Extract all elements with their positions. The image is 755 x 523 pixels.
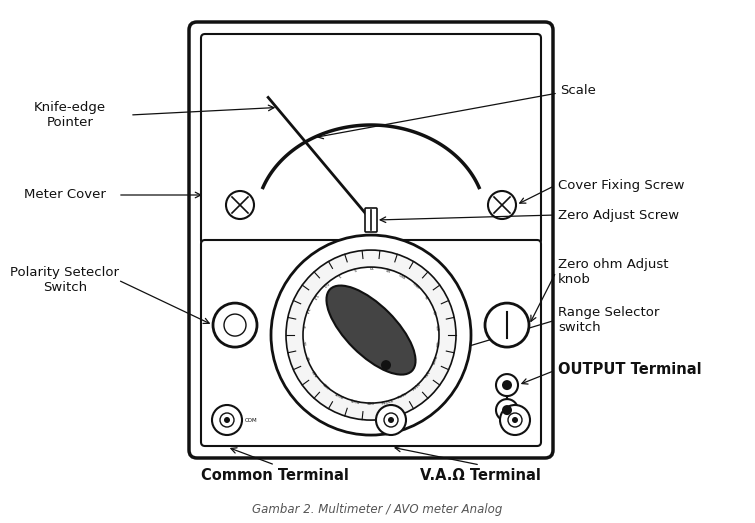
Text: 100: 100 xyxy=(399,270,408,278)
Circle shape xyxy=(213,303,257,347)
Text: 1: 1 xyxy=(337,271,341,276)
Circle shape xyxy=(303,267,439,403)
Text: Knife-edge
Pointer: Knife-edge Pointer xyxy=(34,101,106,129)
Text: 12: 12 xyxy=(300,340,305,346)
Circle shape xyxy=(508,413,522,427)
Circle shape xyxy=(376,405,406,435)
Text: 0.1: 0.1 xyxy=(322,280,329,287)
Circle shape xyxy=(286,250,456,420)
Text: Range Selector
switch: Range Selector switch xyxy=(558,306,659,334)
Text: Rx1: Rx1 xyxy=(424,370,432,379)
Text: OUTPUT Terminal: OUTPUT Terminal xyxy=(558,362,701,378)
Text: Polarity Seteclor
Switch: Polarity Seteclor Switch xyxy=(11,266,119,294)
Circle shape xyxy=(485,303,529,347)
Text: 6: 6 xyxy=(300,325,305,328)
Circle shape xyxy=(384,413,398,427)
Circle shape xyxy=(502,405,512,415)
Text: 100k: 100k xyxy=(432,354,439,365)
Text: Scale: Scale xyxy=(560,84,596,97)
Circle shape xyxy=(220,413,234,427)
Circle shape xyxy=(496,374,518,396)
Circle shape xyxy=(271,235,471,435)
Text: 1k: 1k xyxy=(425,293,431,299)
Ellipse shape xyxy=(326,286,415,374)
Circle shape xyxy=(224,417,230,423)
Text: Meter Cover: Meter Cover xyxy=(24,188,106,201)
Circle shape xyxy=(500,405,530,435)
Text: 30: 30 xyxy=(304,356,310,363)
Text: Cover Fixing Screw: Cover Fixing Screw xyxy=(558,178,685,191)
Text: 50: 50 xyxy=(384,266,390,271)
Circle shape xyxy=(496,399,518,421)
Text: Zero ohm Adjust
knob: Zero ohm Adjust knob xyxy=(558,258,668,286)
Text: COM: COM xyxy=(245,417,257,423)
FancyBboxPatch shape xyxy=(201,240,541,446)
FancyBboxPatch shape xyxy=(365,208,377,232)
Text: 1200: 1200 xyxy=(334,392,344,401)
Text: 10k: 10k xyxy=(437,323,442,331)
Text: Rx1k: Rx1k xyxy=(398,392,408,400)
Text: Rx10: Rx10 xyxy=(411,382,422,392)
Text: 300: 300 xyxy=(321,383,329,391)
Text: 300: 300 xyxy=(367,402,375,406)
FancyBboxPatch shape xyxy=(201,34,541,244)
Text: Rx10k: Rx10k xyxy=(381,399,394,405)
Text: 1200: 1200 xyxy=(349,399,360,405)
Circle shape xyxy=(212,405,242,435)
Text: 60V: 60V xyxy=(310,370,318,379)
Circle shape xyxy=(502,380,512,390)
Text: Gambar 2. Multimeter / AVO meter Analog: Gambar 2. Multimeter / AVO meter Analog xyxy=(252,504,502,517)
Text: 500: 500 xyxy=(412,279,421,288)
Text: 2.4: 2.4 xyxy=(304,307,310,314)
Text: 50k: 50k xyxy=(437,339,442,347)
Text: Zero Adjust Screw: Zero Adjust Screw xyxy=(558,209,680,222)
Circle shape xyxy=(388,417,394,423)
Text: 5k: 5k xyxy=(433,308,438,314)
Circle shape xyxy=(512,417,518,423)
Text: 1.2: 1.2 xyxy=(311,292,318,300)
FancyBboxPatch shape xyxy=(189,22,553,458)
Text: 10: 10 xyxy=(368,264,374,268)
Text: Common Terminal: Common Terminal xyxy=(201,468,349,483)
Text: 5: 5 xyxy=(353,266,356,270)
Text: V.A.Ω Terminal: V.A.Ω Terminal xyxy=(420,468,541,483)
Circle shape xyxy=(381,360,391,370)
